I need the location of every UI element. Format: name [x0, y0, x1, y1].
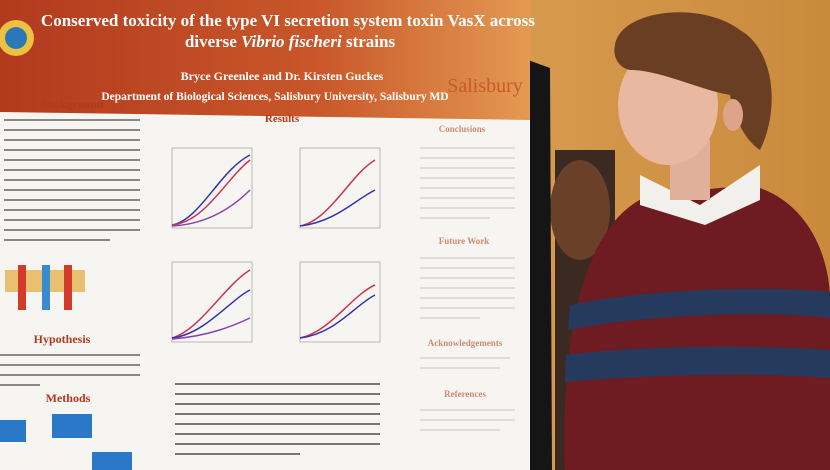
title-part: diverse	[185, 32, 241, 51]
figure-caption	[175, 383, 380, 455]
university-logo: Salisbury	[447, 75, 523, 97]
section-heading: References	[444, 389, 486, 399]
authors: Bryce Greenlee and Dr. Kirsten Guckes	[181, 69, 384, 83]
section-heading: Conclusions	[439, 124, 486, 134]
right-column-text	[420, 147, 515, 431]
section-heading: Hypothesis	[34, 332, 91, 346]
methods-boxes	[0, 414, 132, 470]
title-part: strains	[342, 32, 396, 51]
poster-header	[0, 0, 530, 120]
department: Department of Biological Sciences, Salis…	[101, 91, 448, 103]
background-text	[0, 119, 140, 386]
background-hair	[550, 160, 610, 260]
title-species: Vibrio fischeri	[241, 32, 342, 51]
section-heading: Background	[40, 97, 103, 111]
section-heading: Methods	[46, 391, 91, 405]
board-edge	[528, 60, 552, 470]
title-line: Conserved toxicity of the type VI secret…	[41, 11, 535, 30]
logo-flask	[5, 27, 27, 49]
figure-1-diagram	[5, 265, 85, 310]
section-heading: Future Work	[439, 236, 489, 246]
section-heading: Results	[265, 113, 300, 125]
poster-title: Conserved toxicity of the type VI secret…	[41, 11, 539, 51]
growth-plots	[171, 147, 381, 343]
presenter	[564, 12, 830, 470]
section-heading: Acknowledgements	[428, 338, 503, 348]
